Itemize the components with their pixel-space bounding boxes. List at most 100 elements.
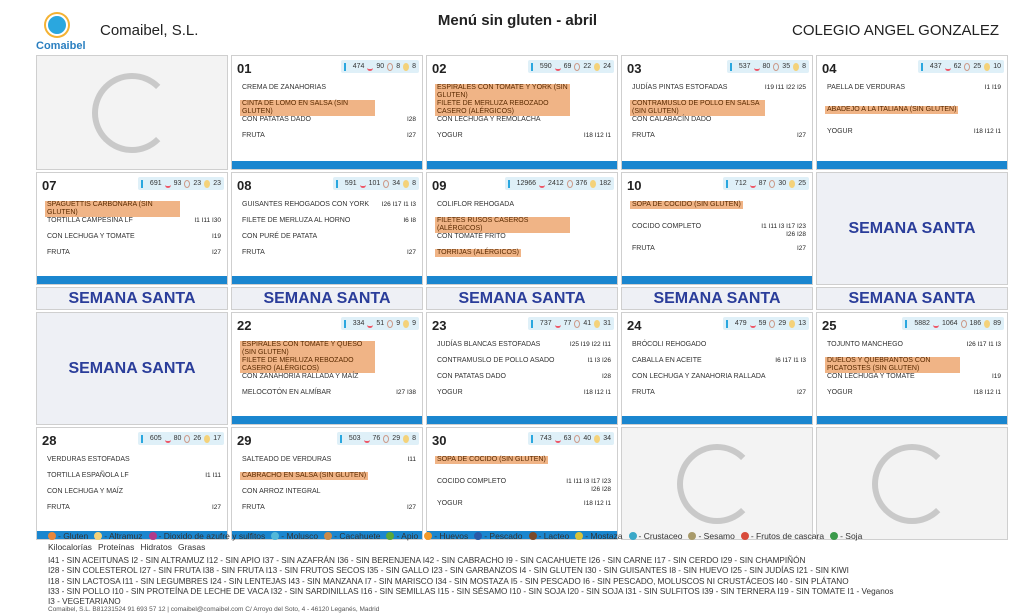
nutrition-summary: 743 63 40 34 [527,432,614,445]
kcal-icon [905,319,911,328]
dish-2: CONTRAMUSLO DE POLLO EN SALSA (SIN GLUTE… [630,100,765,116]
day-number: 10 [627,178,642,193]
dish-1: TOJUNTO MANCHEGO [827,341,903,348]
allergen-label: - Pescado [484,531,523,541]
nutrition-summary: 334 51 9 9 [340,317,419,330]
dish-4: YOGUR [827,389,853,396]
dish-1: COLIFLOR REHOGADA [437,201,515,208]
nutrition-summary: 474 90 8 8 [340,60,419,73]
allergen-icon [94,532,103,540]
cell-footer-bar [427,416,617,424]
empty-day-cell [621,427,813,540]
nutrition-legend-item: Grasas [177,542,206,552]
page-title: Menú sin gluten - abril [437,12,598,29]
hid-value: 22 [583,63,592,70]
allergen-label: - Crustaceo [638,531,683,541]
carbs-icon [387,319,394,328]
hid-value: 35 [782,63,791,70]
day-cell-08: 08 591 101 34 8 GUISANTES REHOGADOS CON YORK I… [231,172,423,285]
fat-icon [594,62,601,71]
semana-santa-cell: SEMANA SANTA [36,312,228,425]
allergen-label: - Frutos de cascara [750,531,825,541]
allergen-label: - Soja [840,531,863,541]
nutrition-summary: 712 87 30 25 [722,177,809,190]
dish-4: FRUTA [47,249,70,256]
day-number: 29 [237,433,252,448]
dish-2: TORTILLA ESPAÑOLA LF [47,472,129,479]
prot-value: 76 [372,435,381,442]
allergen-legend-item: - Gluten [48,531,88,542]
dish-3: FRUTA [632,245,655,252]
diet-codes: I1 I3 I26 [587,357,612,364]
dish-4: FRUTA [242,504,265,511]
diet-codes: I18 I12 I1 [583,500,611,507]
hid-value: 9 [396,320,401,327]
nutrition-summary: 605 80 26 17 [137,432,224,445]
prot-value: 59 [758,320,767,327]
allergen-legend-item: - Altramuz [94,531,143,542]
allergen-label: - Lacteo [538,531,570,541]
diet-codes: I18 I12 I1 [583,389,611,396]
diet-codes: I18 I12 I1 [583,132,611,139]
company-logo: Comaibel [36,14,86,54]
diet-code-line: I33 - SIN POLLO I10 - SIN PROTEÍNA DE LE… [48,586,894,596]
carbs-icon [574,319,581,328]
prot-value: 77 [563,320,572,327]
diet-codes: I27 [406,132,416,139]
prot-value: 101 [368,180,381,187]
fat-icon [403,434,410,443]
kcal-value: 479 [734,320,747,327]
dish-2: FILETE DE MERLUZA AL HORNO [242,217,351,224]
protein-icon [164,435,171,443]
dish-3: CON TOMATE FRITO [437,233,506,240]
allergen-legend-item: - Lacteo [528,531,570,542]
cy4-logo-icon [872,443,952,524]
prot-value: 90 [376,63,385,70]
dish-2: TORTILLA CAMPESINA LF [47,217,133,224]
allergen-icon [148,532,157,540]
kcal-value: 334 [352,320,365,327]
allergen-legend-item: - Huevos [424,531,468,542]
diet-codes: I27 I38 [396,389,416,396]
fat-icon [789,179,796,188]
gras-value: 10 [993,63,1001,70]
prot-value: 63 [563,435,572,442]
dish-2: DUELOS Y QUEBRANTOS CON PICATOSTES (SIN … [825,357,960,373]
kcal-value: 5882 [914,320,930,327]
diet-codes: I1 I11 [205,472,221,479]
allergen-label: - Gluten [58,531,89,541]
dish-4: FRUTA [632,389,655,396]
semana-santa-cell: SEMANA SANTA [816,172,1008,285]
carbs-icon [184,434,191,443]
cell-footer-bar [427,531,617,539]
gras-value: 8 [412,63,416,70]
dish-4: FRUTA [47,504,70,511]
cell-footer-bar [817,161,1007,169]
carbs-icon [769,319,776,328]
fat-icon [403,319,410,328]
carbs-icon [566,179,573,188]
kcal-icon [920,62,927,71]
kcal-value: 591 [344,180,357,187]
kcal-value: 712 [734,180,747,187]
allergen-legend-item: - Dioxido de azufre y sulfitos [148,531,265,542]
protein-icon [367,320,374,328]
protein-icon [944,63,951,71]
dish-2: FILETES RUSOS CASEROS (ALÉRGICOS) [435,217,570,233]
allergen-label: - Molusco [281,531,319,541]
kcal-icon [725,179,732,188]
diet-codes: I28 [601,373,611,380]
diet-code-line: I28 - SIN COLESTEROL I27 - SIN FRUTA I38… [48,566,849,576]
allergen-legend-item: - Crustaceo [628,531,683,542]
allergen-icon [48,532,56,540]
cell-footer-bar [427,276,617,284]
hid-value: 186 [969,320,982,327]
dish-1: CREMA DE ZANAHORIAS [242,84,327,91]
cell-footer-bar [622,276,812,284]
kcal-value: 605 [149,435,162,442]
cell-footer-bar [232,161,422,169]
nutrition-summary: 591 101 34 8 [332,177,419,190]
fat-icon [793,62,800,71]
nutrition-legend-item: Hidratos [140,542,172,552]
hid-value: 41 [583,320,592,327]
